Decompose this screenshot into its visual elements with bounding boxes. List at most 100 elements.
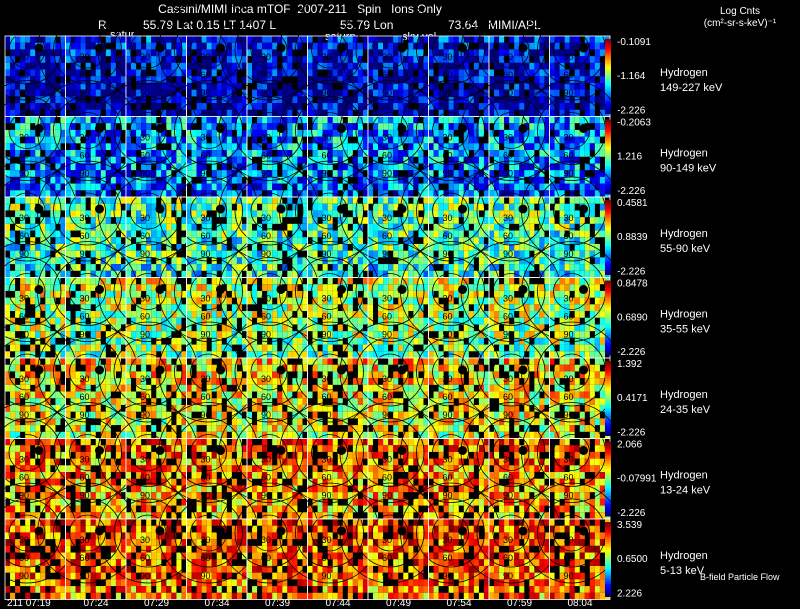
heatmap-cell <box>55 317 61 325</box>
heatmap-cell <box>362 203 368 211</box>
heatmap-cell <box>105 103 111 110</box>
heatmap-cell <box>428 49 434 57</box>
heatmap-cell <box>277 89 283 97</box>
heatmap-cell <box>15 143 21 151</box>
heatmap-cell <box>378 297 384 305</box>
heatmap-cell <box>70 183 76 191</box>
heatmap-cell <box>524 49 530 57</box>
r-label: R <box>98 18 107 32</box>
heatmap-cell <box>5 270 11 278</box>
heatmap-cell <box>332 183 338 191</box>
heatmap-cell <box>569 109 575 117</box>
heatmap-cell <box>292 69 298 77</box>
heatmap-cell <box>120 49 126 57</box>
heatmap-cell <box>403 89 409 97</box>
heatmap-cell <box>257 150 263 157</box>
heatmap-cell <box>443 237 449 244</box>
heatmap-cell <box>312 203 318 211</box>
heatmap-cell <box>166 237 172 244</box>
heatmap-cell <box>549 103 555 110</box>
colorbar-segment <box>605 41 611 45</box>
heatmap-cell <box>413 62 419 70</box>
heatmap-cell <box>241 109 247 117</box>
heatmap-cell <box>403 290 409 298</box>
heatmap-cell <box>136 136 142 144</box>
heatmap-cell <box>368 143 374 151</box>
heatmap-cell <box>126 257 132 265</box>
heatmap-cell <box>579 264 585 271</box>
heatmap-cell <box>554 183 560 191</box>
heatmap-cell <box>181 123 187 130</box>
heatmap-cell <box>337 170 343 177</box>
heatmap-cell <box>458 230 464 238</box>
heatmap-cell <box>519 197 525 204</box>
heatmap-cell <box>186 116 192 124</box>
heatmap-cell <box>529 89 535 97</box>
heatmap-cell <box>478 69 484 77</box>
heatmap-cell <box>186 344 192 352</box>
heatmap-cell <box>408 324 414 332</box>
heatmap-cell <box>408 344 414 352</box>
heatmap-cell <box>312 210 318 218</box>
heatmap-cell <box>559 237 565 244</box>
heatmap-cell <box>534 230 540 238</box>
heatmap-cell <box>373 223 379 231</box>
heatmap-cell <box>206 62 212 70</box>
heatmap-cell <box>297 230 303 238</box>
heatmap-cell <box>514 143 520 151</box>
heatmap-cell <box>559 250 565 258</box>
heatmap-cell <box>403 351 409 358</box>
heatmap-cell <box>80 223 86 231</box>
heatmap-cell <box>418 230 424 238</box>
contour-label: 90 <box>503 169 513 179</box>
heatmap-cell <box>347 170 353 177</box>
heatmap-cell <box>544 136 550 144</box>
heatmap-cell <box>438 129 444 137</box>
heatmap-cell <box>95 331 101 338</box>
heatmap-cell <box>357 89 363 97</box>
heatmap-cell <box>302 203 308 211</box>
heatmap-cell <box>549 190 555 197</box>
heatmap-cell <box>312 351 318 358</box>
heatmap-cell <box>317 197 323 204</box>
heatmap-cell <box>272 304 278 312</box>
heatmap-cell <box>362 331 368 338</box>
heatmap-cell <box>448 103 454 110</box>
heatmap-cell <box>231 337 237 345</box>
heatmap-cell <box>524 129 530 137</box>
heatmap-cell <box>161 156 167 164</box>
heatmap-cell <box>332 331 338 338</box>
heatmap-cell <box>539 156 545 164</box>
heatmap-cell <box>322 42 328 50</box>
heatmap-cell <box>30 197 36 204</box>
heatmap-cell <box>272 243 278 251</box>
heatmap-cell <box>443 56 449 63</box>
heatmap-cell <box>574 116 580 124</box>
pitch-angle-contour <box>53 176 122 246</box>
heatmap-cell <box>221 176 227 184</box>
heatmap-cell <box>423 210 429 218</box>
heatmap-cell <box>317 82 323 90</box>
heatmap-cell <box>357 344 363 352</box>
heatmap-cell <box>171 136 177 144</box>
heatmap-cell <box>297 69 303 77</box>
heatmap-cell <box>272 324 278 332</box>
heatmap-cell <box>317 270 323 278</box>
contour-label: 60 <box>201 70 211 80</box>
heatmap-cell <box>75 317 81 325</box>
heatmap-cell <box>247 76 253 83</box>
heatmap-cell <box>156 331 162 338</box>
heatmap-cell <box>519 223 525 231</box>
heatmap-cell <box>136 331 142 338</box>
heatmap-cell <box>95 270 101 278</box>
colorbar-segment <box>605 126 611 130</box>
heatmap-cell <box>211 297 217 305</box>
heatmap-cell <box>307 143 313 151</box>
heatmap-cell <box>110 197 116 204</box>
heatmap-cell <box>579 96 585 104</box>
heatmap-cell <box>473 143 479 151</box>
colorbar-segment <box>605 124 611 128</box>
heatmap-cell <box>267 197 273 204</box>
heatmap-cell <box>216 176 222 184</box>
heatmap-cell <box>347 56 353 63</box>
